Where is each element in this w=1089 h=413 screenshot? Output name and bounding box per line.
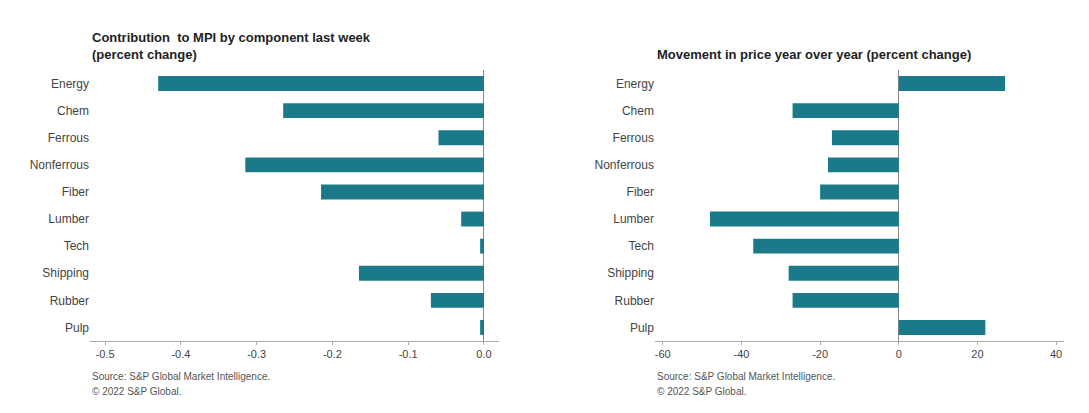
svg-text:-20: -20 [812, 348, 828, 360]
svg-text:© 2022 S&P Global.: © 2022 S&P Global. [92, 386, 181, 397]
svg-text:Tech: Tech [64, 239, 89, 253]
svg-text:Lumber: Lumber [613, 212, 654, 226]
svg-text:Lumber: Lumber [48, 212, 89, 226]
svg-text:-0.3: -0.3 [247, 348, 266, 360]
svg-text:Energy: Energy [51, 77, 89, 91]
svg-text:Rubber: Rubber [50, 294, 89, 308]
svg-text:Nonferrous: Nonferrous [595, 158, 654, 172]
svg-text:Source: S&P Global Market Inte: Source: S&P Global Market Intelligence. [92, 371, 270, 382]
svg-text:Rubber: Rubber [615, 294, 654, 308]
svg-text:-40: -40 [734, 348, 750, 360]
svg-text:Movement in price year over ye: Movement in price year over year (percen… [657, 47, 971, 62]
svg-text:Ferrous: Ferrous [613, 131, 654, 145]
svg-text:Contribution to MPI by compon: Contribution to MPI by component last we… [92, 30, 371, 62]
svg-text:Shipping: Shipping [607, 266, 654, 280]
svg-text:Fiber: Fiber [62, 185, 89, 199]
svg-text:Energy: Energy [616, 77, 654, 91]
svg-text:Ferrous: Ferrous [48, 131, 89, 145]
svg-text:-0.1: -0.1 [399, 348, 418, 360]
svg-text:Pulp: Pulp [65, 321, 89, 335]
svg-text:© 2022 S&P Global.: © 2022 S&P Global. [657, 386, 746, 397]
svg-text:Source: S&P Global Market Inte: Source: S&P Global Market Intelligence. [657, 371, 835, 382]
svg-text:Chem: Chem [622, 104, 654, 118]
svg-text:0: 0 [896, 348, 902, 360]
svg-text:-0.5: -0.5 [96, 348, 115, 360]
svg-text:-60: -60 [655, 348, 671, 360]
svg-text:Pulp: Pulp [630, 321, 654, 335]
svg-text:-0.4: -0.4 [171, 348, 190, 360]
svg-text:0.0: 0.0 [476, 348, 491, 360]
svg-text:Tech: Tech [629, 239, 654, 253]
svg-text:-0.2: -0.2 [323, 348, 342, 360]
svg-text:Nonferrous: Nonferrous [30, 158, 89, 172]
svg-text:Fiber: Fiber [627, 185, 654, 199]
svg-text:Chem: Chem [57, 104, 89, 118]
svg-text:Shipping: Shipping [42, 266, 89, 280]
svg-text:20: 20 [971, 348, 983, 360]
svg-text:40: 40 [1050, 348, 1062, 360]
